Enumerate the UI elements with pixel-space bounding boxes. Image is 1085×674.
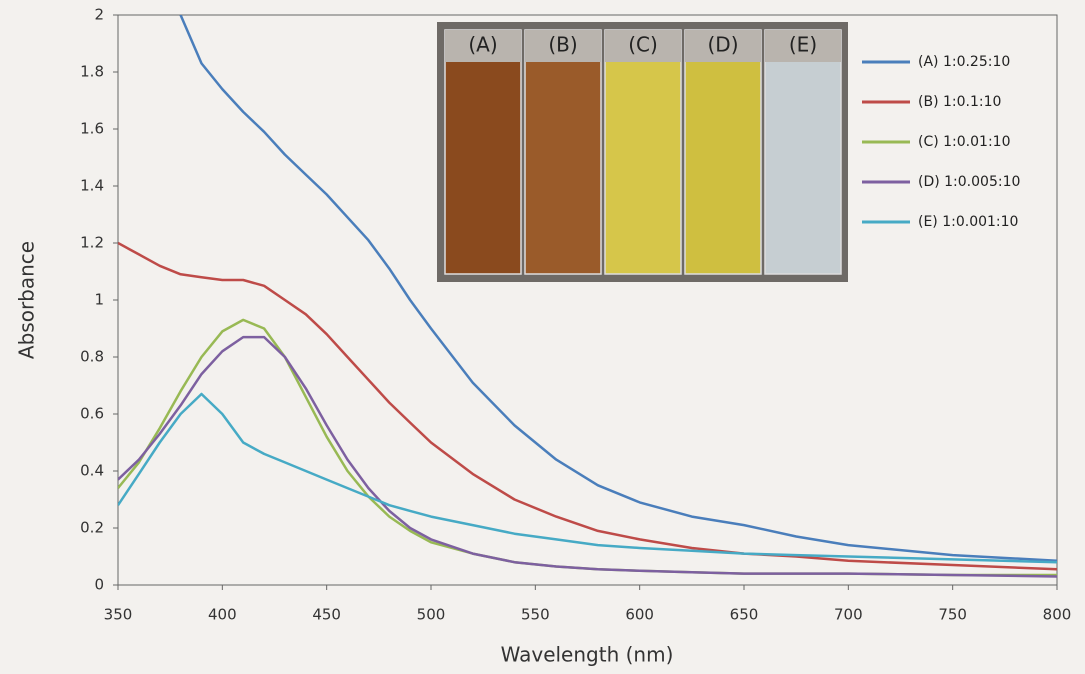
y-tick-label: 0.4 [80,462,104,480]
series-line [118,337,1057,576]
x-tick-label: 350 [104,606,133,624]
y-tick-label: 1.8 [80,63,104,81]
series-line [118,320,1057,575]
inset-label: (E) [789,33,817,57]
inset-label: (C) [628,33,658,57]
y-tick-label: 0.8 [80,348,104,366]
chart: Wavelength (nm) Absorbance 0 0.2 0.4 0.6 0.8… [0,0,1085,674]
y-tick-label: 0.6 [80,405,104,423]
vial [445,30,521,274]
series-line [118,243,1057,569]
vial [605,30,681,274]
y-tick-label: 1 [94,291,104,309]
y-axis-title: Absorbance [15,241,39,359]
y-tick-label: 0.2 [80,519,104,537]
legend-label: (C) 1:0.01:10 [918,134,1010,150]
vial [525,30,601,274]
y-tick-label: 2 [94,6,104,24]
x-axis-title: Wavelength (nm) [501,643,674,667]
x-tick-label: 650 [730,606,759,624]
y-tick-label: 1.4 [80,177,104,195]
x-tick-label: 750 [938,606,967,624]
x-tick-label: 800 [1043,606,1072,624]
y-tick-label: 1.6 [80,120,104,138]
x-tick-label: 600 [625,606,654,624]
legend-label: (D) 1:0.005:10 [918,174,1020,190]
inset-label: (A) [468,33,497,57]
vial [765,30,841,274]
legend-label: (E) 1:0.001:10 [918,214,1018,230]
vial [685,30,761,274]
legend-label: (B) 1:0.1:10 [918,94,1001,110]
y-tick-label: 0 [94,576,104,594]
inset-label: (D) [707,33,738,57]
x-tick-label: 700 [834,606,863,624]
y-tick-label: 1.2 [80,234,104,252]
x-tick-label: 500 [417,606,446,624]
inset-label: (B) [548,33,577,57]
x-tick-label: 550 [521,606,550,624]
x-tick-label: 450 [312,606,341,624]
legend-label: (A) 1:0.25:10 [918,54,1010,70]
x-tick-label: 400 [208,606,237,624]
